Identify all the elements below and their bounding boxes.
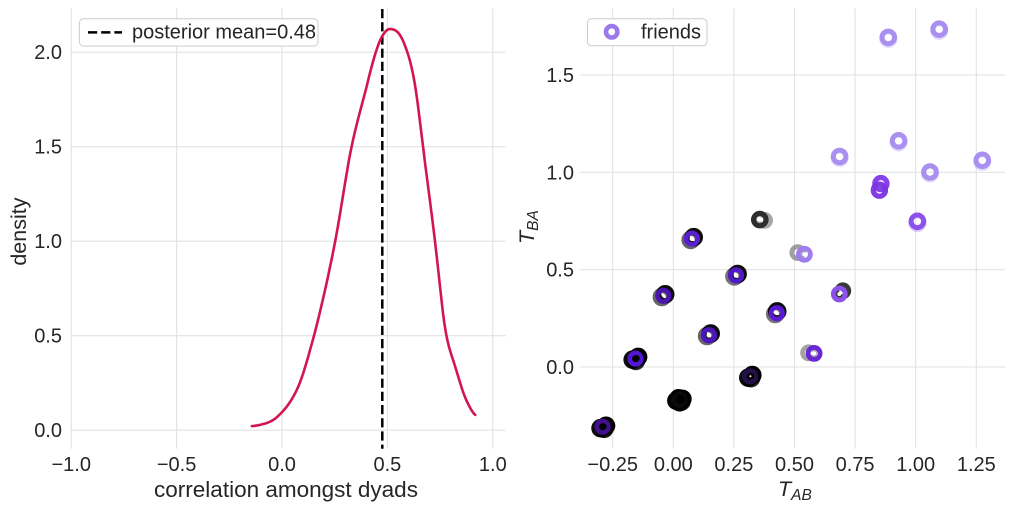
svg-text:−0.5: −0.5 <box>157 454 196 476</box>
svg-text:correlation amongst dyads: correlation amongst dyads <box>154 477 418 502</box>
svg-text:0.0: 0.0 <box>546 357 574 379</box>
svg-text:0.50: 0.50 <box>775 454 814 476</box>
svg-text:1.25: 1.25 <box>957 454 996 476</box>
svg-text:friends: friends <box>641 22 701 44</box>
svg-text:0.25: 0.25 <box>714 454 753 476</box>
svg-text:1.00: 1.00 <box>896 454 935 476</box>
svg-text:1.5: 1.5 <box>34 137 62 159</box>
svg-text:1.5: 1.5 <box>546 65 574 87</box>
svg-text:0.75: 0.75 <box>836 454 875 476</box>
svg-text:0.0: 0.0 <box>34 420 62 442</box>
svg-text:density: density <box>7 197 31 265</box>
svg-text:2.0: 2.0 <box>34 42 62 64</box>
svg-text:−0.25: −0.25 <box>587 454 638 476</box>
svg-text:posterior mean=0.48: posterior mean=0.48 <box>132 22 316 44</box>
svg-text:−1.0: −1.0 <box>51 454 90 476</box>
svg-text:0.5: 0.5 <box>546 260 574 282</box>
svg-text:0.0: 0.0 <box>268 454 296 476</box>
svg-text:1.0: 1.0 <box>479 454 507 476</box>
svg-text:0.00: 0.00 <box>654 454 693 476</box>
svg-text:0.5: 0.5 <box>373 454 401 476</box>
svg-text:1.0: 1.0 <box>34 231 62 253</box>
svg-text:1.0: 1.0 <box>546 162 574 184</box>
svg-text:0.5: 0.5 <box>34 326 62 348</box>
